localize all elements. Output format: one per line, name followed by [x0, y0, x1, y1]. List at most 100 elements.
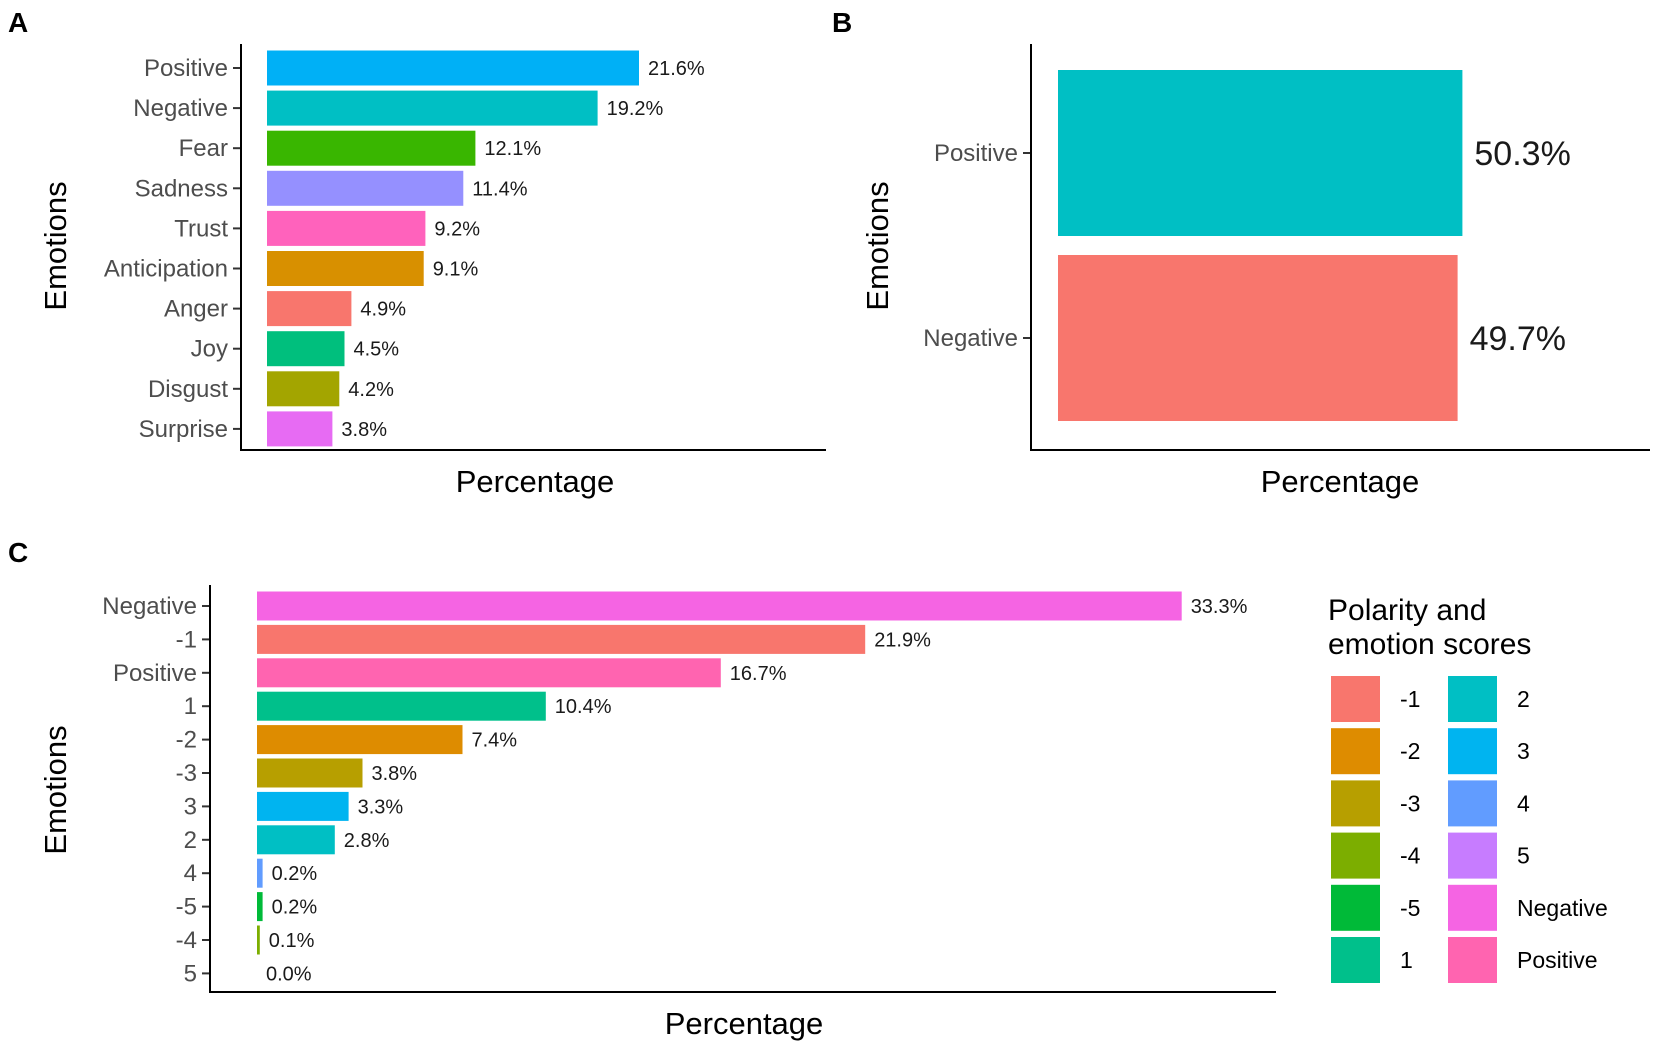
- panel-c-bar-negative: [257, 591, 1182, 621]
- panel-a-tick-label-trust: Trust: [174, 215, 228, 242]
- legend-label-minus-1: -1: [1400, 686, 1420, 712]
- legend-label-negative: Negative: [1517, 895, 1608, 921]
- panel-a-letter: A: [8, 7, 28, 38]
- panel-a-x-title: Percentage: [456, 464, 615, 499]
- panel-c-bar-minus-4: [257, 925, 260, 955]
- panel-c-value-label-1: 10.4%: [555, 696, 612, 718]
- panel-c-value-label-minus-3: 3.8%: [372, 763, 418, 785]
- panel-c-value-label-negative: 33.3%: [1191, 596, 1248, 618]
- panel-c-value-labels: 33.3% 21.9% 16.7% 10.4% 7.4% 3.8% 3.3% 2.8% 0.2%…: [266, 596, 1248, 985]
- panel-a-tick-label-disgust: Disgust: [148, 376, 228, 403]
- panel-a-tick-label-anticipation: Anticipation: [104, 256, 228, 283]
- panel-c-value-label-minus-2: 7.4%: [472, 730, 518, 752]
- panel-a-y-title: Emotions: [38, 181, 73, 310]
- panel-a-bar-sadness: [267, 170, 464, 206]
- legend-label-minus-3: -3: [1400, 790, 1420, 816]
- panel-c-ticks: Negative -1 Positive 1 -2 -3 3 2 4 -5 -4 5: [102, 593, 210, 987]
- panel-a-tick-label-positive: Positive: [144, 55, 228, 82]
- panel-a-value-label-joy: 4.5%: [354, 339, 400, 361]
- legend-label-2: 2: [1517, 686, 1530, 712]
- legend-key-4: [1448, 780, 1497, 827]
- panel-b-value-labels: 50.3% 49.7%: [1470, 135, 1571, 358]
- panel-c-x-title: Percentage: [665, 1006, 824, 1041]
- panel-a-bar-trust: [267, 210, 426, 246]
- panel-c-value-label-3: 3.3%: [358, 796, 404, 818]
- panel-c-tick-label-minus-4: -4: [176, 927, 197, 954]
- panel-c-legend: Polarity and emotion scores -1 -2 -3 -4 -5 1 2…: [1328, 594, 1608, 983]
- panel-c-tick-label-minus-2: -2: [176, 727, 197, 754]
- legend-key-2: [1448, 676, 1497, 722]
- panel-c-bar-3: [257, 791, 349, 821]
- panel-c-tick-label-3: 3: [184, 793, 197, 820]
- panel-a-bar-fear: [267, 130, 476, 166]
- legend-key-minus-1: [1331, 676, 1380, 722]
- panel-a-value-label-sadness: 11.4%: [472, 178, 527, 200]
- panel-b: B Positive Negative 50.3% 49.7% Percentage…: [832, 7, 1650, 499]
- legend-key-1: [1331, 937, 1380, 983]
- panel-c-bars: [257, 591, 1182, 955]
- panel-c-value-label-5: 0.0%: [266, 963, 312, 985]
- panel-c-tick-label-2: 2: [184, 827, 197, 854]
- legend-key-positive: [1448, 937, 1497, 983]
- panel-b-ticks: Positive Negative: [923, 140, 1031, 352]
- legend-label-4: 4: [1517, 790, 1530, 816]
- panel-b-bars: [1058, 70, 1463, 421]
- legend-title-line-2: emotion scores: [1328, 628, 1531, 661]
- panel-c-value-label-positive: 16.7%: [730, 663, 787, 685]
- panel-b-value-label-negative: 49.7%: [1470, 320, 1566, 358]
- panel-a-bar-positive: [267, 50, 639, 86]
- panel-c-bar-positive: [257, 658, 721, 688]
- panel-c: C Negative -1 Positive 1 -2 -3 3 2 4 -5 -4 5 33.3% 2…: [8, 537, 1608, 1041]
- legend-items: -1 -2 -3 -4 -5 1 2 3 4 5 Negative Positive: [1331, 676, 1608, 983]
- panel-b-letter: B: [832, 7, 852, 38]
- panel-c-tick-label-minus-3: -3: [176, 760, 197, 787]
- legend-title-line-1: Polarity and: [1328, 594, 1486, 627]
- legend-label-minus-4: -4: [1400, 843, 1421, 869]
- panel-a-value-label-anger: 4.9%: [360, 299, 406, 321]
- panel-c-tick-label-5: 5: [184, 960, 197, 987]
- panel-b-bar-negative: [1058, 255, 1458, 421]
- panel-c-y-title: Emotions: [38, 725, 73, 854]
- panel-a-value-label-disgust: 4.2%: [348, 379, 394, 401]
- panel-a-tick-label-surprise: Surprise: [139, 416, 228, 443]
- panel-a-value-label-fear: 12.1%: [484, 138, 541, 160]
- panel-b-tick-label-positive: Positive: [934, 140, 1018, 167]
- panel-b-bar-positive: [1058, 70, 1463, 236]
- panel-a-tick-label-joy: Joy: [191, 336, 228, 363]
- panel-a-bar-surprise: [267, 411, 333, 447]
- legend-key-5: [1448, 832, 1497, 879]
- panel-c-tick-label-1: 1: [184, 693, 197, 720]
- legend-label-positive: Positive: [1517, 947, 1598, 973]
- panel-b-y-title: Emotions: [860, 181, 895, 310]
- panel-b-x-title: Percentage: [1261, 464, 1420, 499]
- panel-c-value-label-4: 0.2%: [272, 863, 318, 885]
- panel-a-tick-label-negative: Negative: [133, 95, 228, 122]
- panel-a-tick-label-anger: Anger: [164, 296, 228, 323]
- panel-c-tick-label-4: 4: [184, 860, 197, 887]
- panel-a-tick-label-sadness: Sadness: [135, 175, 228, 202]
- legend-label-5: 5: [1517, 843, 1530, 869]
- panel-c-bar-minus-3: [257, 758, 363, 788]
- panel-c-value-label-minus-1: 21.9%: [874, 629, 931, 651]
- panel-a-bar-disgust: [267, 371, 340, 407]
- panel-a-bar-anticipation: [267, 251, 424, 286]
- panel-a-value-label-surprise: 3.8%: [341, 419, 387, 441]
- panel-c-bar-1: [257, 691, 546, 721]
- panel-c-value-label-minus-4: 0.1%: [269, 930, 315, 952]
- panel-a-bar-anger: [267, 291, 352, 327]
- legend-key-3: [1448, 728, 1497, 775]
- panel-c-bar-4: [257, 858, 263, 888]
- panel-c-tick-label-minus-5: -5: [176, 894, 197, 921]
- legend-label-minus-2: -2: [1400, 738, 1420, 764]
- legend-key-minus-3: [1331, 780, 1380, 827]
- panel-a-tick-label-fear: Fear: [179, 135, 228, 162]
- panel-a-value-label-negative: 19.2%: [607, 98, 664, 120]
- panel-a-ticks: Positive Negative Fear Sadness Trust Anticipa…: [104, 55, 241, 443]
- panel-c-bar-minus-5: [257, 892, 263, 922]
- panel-c-letter: C: [8, 537, 28, 568]
- panel-a: A Positive Negative Fear Sadness Trust Antici…: [8, 7, 826, 499]
- panel-a-value-label-anticipation: 9.1%: [433, 259, 479, 281]
- panel-b-value-label-positive: 50.3%: [1474, 135, 1570, 173]
- panel-c-tick-label-minus-1: -1: [176, 626, 197, 653]
- panel-a-bars: [267, 50, 639, 447]
